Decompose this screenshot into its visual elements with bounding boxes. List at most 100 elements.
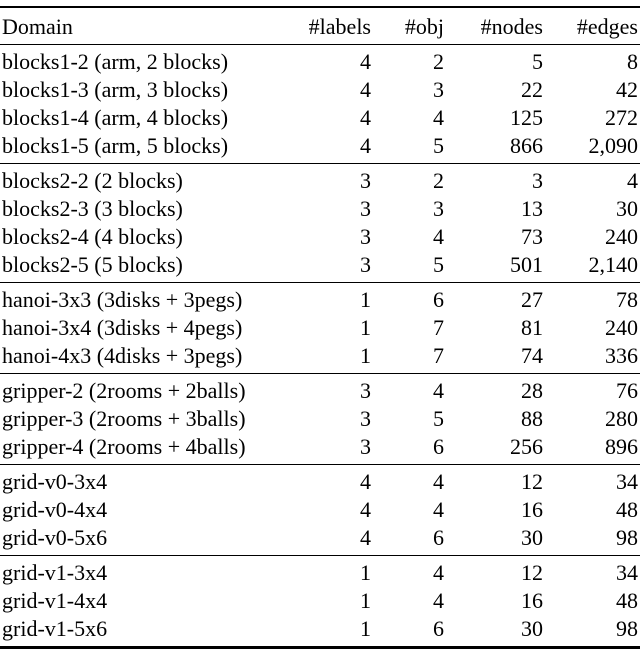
cell-value: 4	[360, 525, 371, 550]
cell-value: 1	[360, 287, 371, 312]
cell-value: 6	[433, 287, 444, 312]
cell-value: 240	[605, 315, 638, 340]
section-gripper: gripper-2 (2rooms + 2balls) 3 4 28 76 gripper…	[0, 374, 640, 465]
domains-table: Domain #labels #obj #nodes #edges blocks1-2 …	[0, 6, 640, 649]
column-header-nodes: #nodes	[480, 14, 543, 39]
section-blocks1: blocks1-2 (arm, 2 blocks) 4 2 5 8 blocks1-3 (…	[0, 45, 640, 164]
cell-value: 27	[521, 287, 543, 312]
cell-value: 2,140	[588, 252, 639, 277]
table-row: blocks2-4 (4 blocks) 3 4 73 240	[0, 223, 640, 251]
table-row: grid-v0-5x6 4 6 30 98	[0, 524, 640, 556]
cell-value: 1	[360, 560, 371, 585]
cell-value: 280	[605, 406, 638, 431]
cell-value: 272	[605, 105, 638, 130]
cell-value: 3	[360, 196, 371, 221]
cell-value: 1	[360, 588, 371, 613]
cell-domain-name: blocks1-3 (arm, 3 blocks)	[2, 77, 229, 102]
table-row: hanoi-3x3 (3disks + 3pegs) 1 6 27 78	[0, 283, 640, 315]
cell-value: 30	[616, 196, 638, 221]
section-grid-v0: grid-v0-3x4 4 4 12 34 grid-v0-4x4 4 4 16 48 grid-v…	[0, 465, 640, 556]
cell-value: 16	[521, 497, 543, 522]
cell-value: 28	[521, 378, 543, 403]
cell-value: 4	[433, 469, 444, 494]
table-row: blocks1-4 (arm, 4 blocks) 4 4 125 272	[0, 104, 640, 132]
cell-value: 48	[616, 497, 638, 522]
table-row: grid-v0-3x4 4 4 12 34	[0, 465, 640, 497]
cell-value: 73	[521, 224, 543, 249]
cell-value: 8	[627, 49, 638, 74]
cell-domain-name: blocks1-2 (arm, 2 blocks)	[2, 49, 229, 74]
cell-domain-name: blocks2-4 (4 blocks)	[2, 224, 183, 249]
cell-value: 5	[433, 252, 444, 277]
cell-value: 4	[433, 497, 444, 522]
cell-value: 4	[360, 49, 371, 74]
cell-value: 896	[605, 434, 638, 459]
cell-domain-name: blocks2-5 (5 blocks)	[2, 252, 183, 277]
cell-value: 88	[521, 406, 543, 431]
table-row: gripper-4 (2rooms + 4balls) 3 6 256 896	[0, 433, 640, 465]
cell-value: 98	[616, 525, 638, 550]
cell-value: 22	[521, 77, 543, 102]
cell-value: 13	[521, 196, 543, 221]
cell-value: 4	[433, 378, 444, 403]
table-row: hanoi-4x3 (4disks + 3pegs) 1 7 74 336	[0, 342, 640, 374]
cell-value: 4	[360, 77, 371, 102]
cell-domain-name: blocks1-5 (arm, 5 blocks)	[2, 133, 229, 158]
table-row: blocks2-2 (2 blocks) 3 2 3 4	[0, 164, 640, 196]
cell-value: 34	[616, 560, 638, 585]
cell-domain-name: blocks2-3 (3 blocks)	[2, 196, 183, 221]
cell-value: 42	[616, 77, 638, 102]
cell-value: 4	[433, 105, 444, 130]
cell-value: 6	[433, 525, 444, 550]
cell-value: 5	[433, 133, 444, 158]
cell-value: 4	[360, 105, 371, 130]
cell-value: 1	[360, 343, 371, 368]
cell-domain-name: grid-v1-4x4	[2, 588, 108, 613]
cell-domain-name: gripper-2 (2rooms + 2balls)	[2, 378, 246, 403]
cell-value: 5	[532, 49, 543, 74]
cell-value: 81	[521, 315, 543, 340]
cell-value: 4	[360, 133, 371, 158]
cell-value: 3	[360, 168, 371, 193]
cell-value: 30	[521, 525, 543, 550]
cell-value: 74	[521, 343, 543, 368]
cell-value: 7	[433, 343, 444, 368]
cell-value: 3	[433, 196, 444, 221]
cell-value: 78	[616, 287, 638, 312]
table-row: blocks1-2 (arm, 2 blocks) 4 2 5 8	[0, 45, 640, 77]
cell-domain-name: hanoi-4x3 (4disks + 3pegs)	[2, 343, 243, 368]
section-grid-v1: grid-v1-3x4 1 4 12 34 grid-v1-4x4 1 4 16 48 grid-v…	[0, 556, 640, 648]
cell-domain-name: grid-v1-3x4	[2, 560, 108, 585]
cell-value: 4	[360, 497, 371, 522]
cell-value: 30	[521, 616, 543, 641]
cell-domain-name: gripper-3 (2rooms + 3balls)	[2, 406, 246, 431]
cell-value: 48	[616, 588, 638, 613]
column-header-labels: #labels	[308, 14, 371, 39]
cell-value: 336	[605, 343, 638, 368]
cell-value: 34	[616, 469, 638, 494]
cell-value: 4	[360, 469, 371, 494]
cell-value: 1	[360, 616, 371, 641]
table-row: blocks1-5 (arm, 5 blocks) 4 5 866 2,090	[0, 132, 640, 164]
cell-value: 12	[521, 469, 543, 494]
cell-value: 3	[360, 252, 371, 277]
cell-value: 7	[433, 315, 444, 340]
cell-value: 3	[532, 168, 543, 193]
cell-value: 4	[433, 224, 444, 249]
table-row: grid-v1-4x4 1 4 16 48	[0, 587, 640, 615]
cell-value: 3	[360, 434, 371, 459]
cell-value: 16	[521, 588, 543, 613]
cell-domain-name: blocks1-4 (arm, 4 blocks)	[2, 105, 229, 130]
column-header-edges: #edges	[576, 14, 638, 39]
cell-value: 866	[510, 133, 543, 158]
table-row: gripper-2 (2rooms + 2balls) 3 4 28 76	[0, 374, 640, 406]
table-header: Domain #labels #obj #nodes #edges	[0, 7, 640, 45]
cell-value: 4	[433, 588, 444, 613]
cell-value: 3	[360, 224, 371, 249]
cell-domain-name: hanoi-3x3 (3disks + 3pegs)	[2, 287, 243, 312]
cell-value: 240	[605, 224, 638, 249]
cell-value: 256	[510, 434, 543, 459]
cell-domain-name: hanoi-3x4 (3disks + 4pegs)	[2, 315, 243, 340]
cell-value: 3	[360, 378, 371, 403]
